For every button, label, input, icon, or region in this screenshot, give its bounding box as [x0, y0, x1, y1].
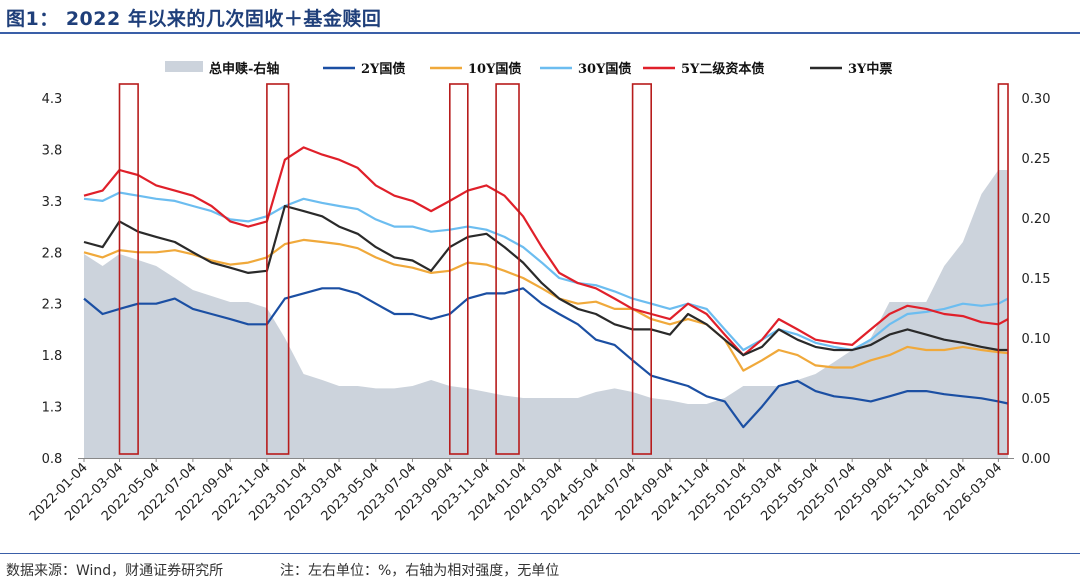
series-line-1 [83, 287, 1009, 429]
right-tick-label: 0.20 [1022, 212, 1051, 227]
right-tick-label: 0.25 [1022, 152, 1051, 167]
legend-label: 30Y国债 [578, 61, 631, 77]
figure-title: 图1： 2022 年以来的几次固收＋基金赎回 [6, 8, 382, 30]
series-line-4 [83, 146, 1009, 357]
area-layer [84, 170, 1008, 458]
series-line-5 [83, 204, 1008, 357]
legend-label: 2Y国债 [361, 61, 405, 77]
left-tick-label: 1.8 [42, 349, 63, 364]
right-tick-label: 0.00 [1022, 452, 1051, 467]
right-tick-label: 0.10 [1022, 332, 1051, 347]
footer-divider [0, 553, 1080, 554]
right-tick-label: 0.30 [1022, 92, 1051, 107]
line-layer [83, 146, 1009, 429]
right-tick-label: 0.15 [1022, 272, 1051, 287]
unit-note: 注：左右单位：%，右轴为相对强度，无单位 [280, 563, 560, 579]
legend-label: 10Y国债 [468, 61, 521, 77]
chart-legend: 总申赎-右轴 2Y国债 10Y国债 30Y国债 5Y二级资本债 3Y中票 [165, 61, 892, 77]
highlight-box-2 [448, 83, 469, 455]
left-tick-label: 4.3 [42, 92, 63, 107]
left-tick-label: 1.3 [42, 401, 63, 416]
left-tick-label: 3.8 [42, 143, 63, 158]
highlight-layer [118, 83, 1009, 455]
series-line-2 [83, 238, 1009, 372]
series-area-total [84, 170, 1008, 458]
highlight-box-3 [495, 83, 520, 455]
series-line-3 [83, 191, 1009, 352]
left-tick-label: 2.8 [42, 246, 63, 261]
left-tick-label: 0.8 [42, 452, 63, 467]
legend-label: 3Y中票 [848, 61, 892, 77]
highlight-box-0 [118, 83, 139, 455]
legend-label: 5Y二级资本债 [681, 61, 764, 77]
left-tick-label: 2.3 [42, 298, 63, 313]
highlight-box-1 [266, 83, 290, 455]
legend-swatch-area [165, 61, 203, 72]
legend-label: 总申赎-右轴 [209, 61, 279, 77]
left-tick-label: 3.3 [42, 195, 63, 210]
title-divider [0, 32, 1080, 34]
highlight-box-4 [631, 83, 652, 455]
source-note: 数据来源：Wind，财通证券研究所 [6, 563, 224, 579]
right-tick-label: 0.05 [1022, 392, 1051, 407]
highlight-box-5 [997, 83, 1009, 455]
chart: 总申赎-右轴 2Y国债 10Y国债 30Y国债 5Y二级资本债 3Y中票 0.8 1.3 1.… [27, 61, 1051, 524]
